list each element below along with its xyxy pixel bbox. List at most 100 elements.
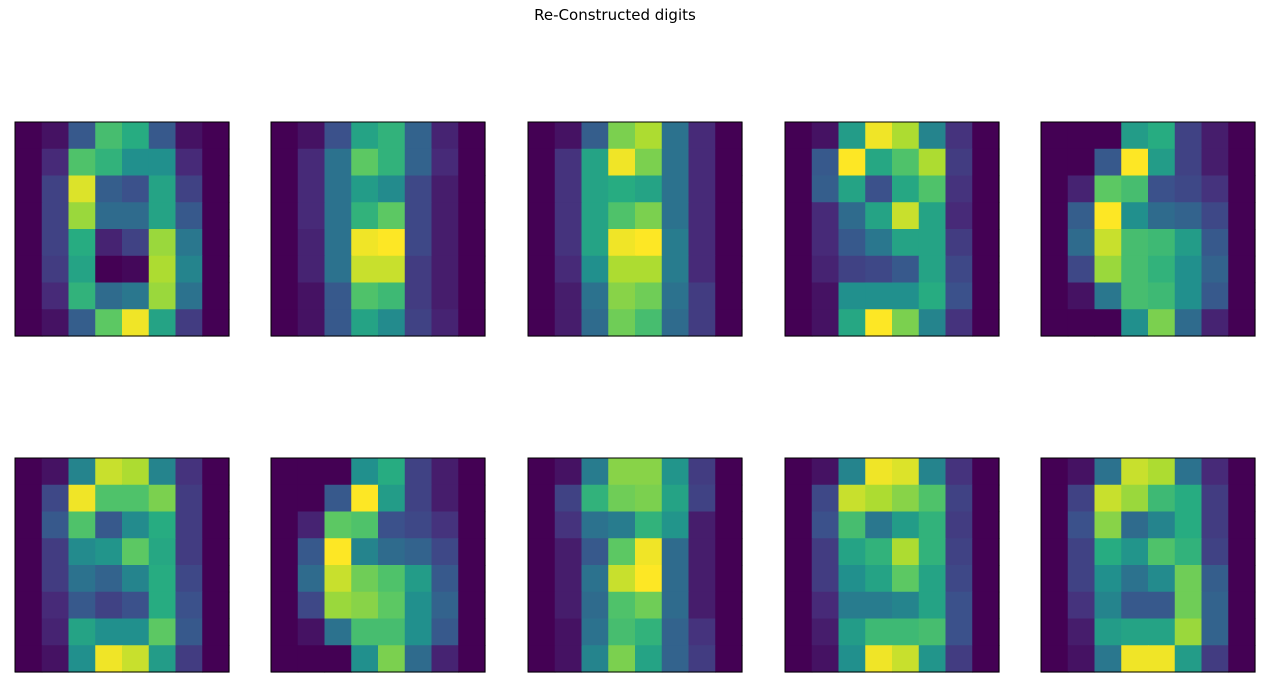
heatmap-cell [528,148,556,177]
heatmap-cell [68,148,96,177]
heatmap-cell [972,148,1000,177]
heatmap-cell [918,255,947,284]
heatmap-cell [1041,565,1069,593]
heatmap-cell [785,645,813,673]
heatmap-cell [41,148,70,177]
heatmap-cell [1228,484,1256,513]
axes-frame [527,457,743,673]
heatmap-cell [528,484,556,513]
heatmap-cell [581,309,609,337]
heatmap-cell [1041,148,1069,177]
heatmap-cell [1121,511,1149,539]
heatmap-cell [458,458,486,486]
heatmap-cell [661,122,690,150]
heatmap-cell [945,511,973,539]
heatmap-cell [1148,645,1176,673]
heatmap-cell [175,175,203,203]
heatmap-cell [838,309,866,337]
axes-frame [270,457,486,673]
heatmap-cell [918,484,947,513]
heatmap-cell [95,122,123,150]
heatmap-cell [865,645,893,673]
heatmap-cell [1121,591,1149,620]
heatmap-cell [608,148,636,177]
heatmap-cell [581,618,609,646]
heatmap-cell [838,645,866,673]
heatmap-cell [688,175,716,203]
heatmap-cell [404,591,433,620]
heatmap-cell [15,148,43,177]
heatmap-cell [581,645,609,673]
heatmap-cell [945,229,973,257]
heatmap-cell [297,618,326,646]
heatmap-cell [404,175,433,203]
heatmap-cell [1094,591,1122,620]
heatmap-cell [945,591,973,620]
heatmap-cell [122,309,150,337]
heatmap-cell [1041,229,1069,257]
heatmap-cell [635,458,663,486]
heatmap-cell [528,591,556,620]
heatmap-cell [1174,282,1203,310]
heatmap-cell [1094,122,1122,150]
heatmap-cell [1067,618,1096,646]
heatmap-cell [1041,484,1069,513]
heatmap-cell [122,565,150,593]
heatmap-cell [122,175,150,203]
heatmap-cell [554,148,583,177]
heatmap-cell [271,484,299,513]
heatmap-cell [324,122,352,150]
heatmap-cell [324,282,352,310]
heatmap-cell [458,645,486,673]
heatmap-cell [892,645,920,673]
heatmap-cell [972,484,1000,513]
heatmap-cell [351,511,379,539]
heatmap-cell [811,565,840,593]
heatmap-cell [351,122,379,150]
axes-frame [14,457,230,673]
heatmap-cell [122,122,150,150]
heatmap-cell [838,148,866,177]
heatmap-cell [972,122,1000,150]
heatmap-cell [202,538,230,566]
heatmap-cell [1228,229,1256,257]
heatmap-cell [95,538,123,566]
heatmap-cell [41,175,70,203]
heatmap-cell [1121,255,1149,284]
heatmap-cell [688,618,716,646]
heatmap-cell [148,538,177,566]
heatmap-cell [1228,255,1256,284]
heatmap-cell [892,229,920,257]
heatmap-cell [1094,511,1122,539]
heatmap-cell [688,458,716,486]
digit-panel-5 [1040,121,1256,337]
heatmap-cell [1041,458,1069,486]
heatmap-cell [351,565,379,593]
heatmap-cell [1041,645,1069,673]
heatmap-cell [661,255,690,284]
heatmap-cell [202,511,230,539]
heatmap-cell [378,229,406,257]
axes-frame [14,121,230,337]
heatmap-cell [378,175,406,203]
heatmap-cell [95,282,123,310]
digit-panel-3 [527,121,743,337]
heatmap-cell [175,282,203,310]
heatmap-cell [1148,255,1176,284]
heatmap-cell [431,591,459,620]
heatmap-cell [271,122,299,150]
heatmap-cell [1041,122,1069,150]
heatmap-cell [324,229,352,257]
heatmap-cell [838,175,866,203]
heatmap-cell [41,511,70,539]
heatmap-cell [1174,618,1203,646]
heatmap-cell [1228,458,1256,486]
heatmap-cell [892,565,920,593]
heatmap-cell [271,175,299,203]
heatmap-cell [297,565,326,593]
heatmap-cell [378,202,406,230]
heatmap-cell [581,565,609,593]
heatmap-cell [1121,229,1149,257]
heatmap-cell [1041,511,1069,539]
heatmap-cell [431,309,459,337]
